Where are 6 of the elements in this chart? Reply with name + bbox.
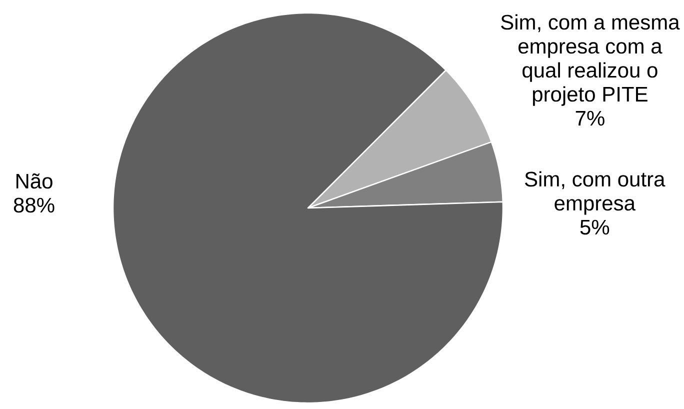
- slice-label: Não: [16, 173, 52, 189]
- slice-label: Sim, com outra empresa: [525, 171, 666, 215]
- data-label: 7%: [576, 110, 604, 126]
- data-label: 5%: [580, 220, 610, 235]
- slice-label: Sim, com a mesma empresa com a qual realizou o projeto PITE: [501, 14, 680, 106]
- data-label: 88%: [14, 198, 54, 213]
